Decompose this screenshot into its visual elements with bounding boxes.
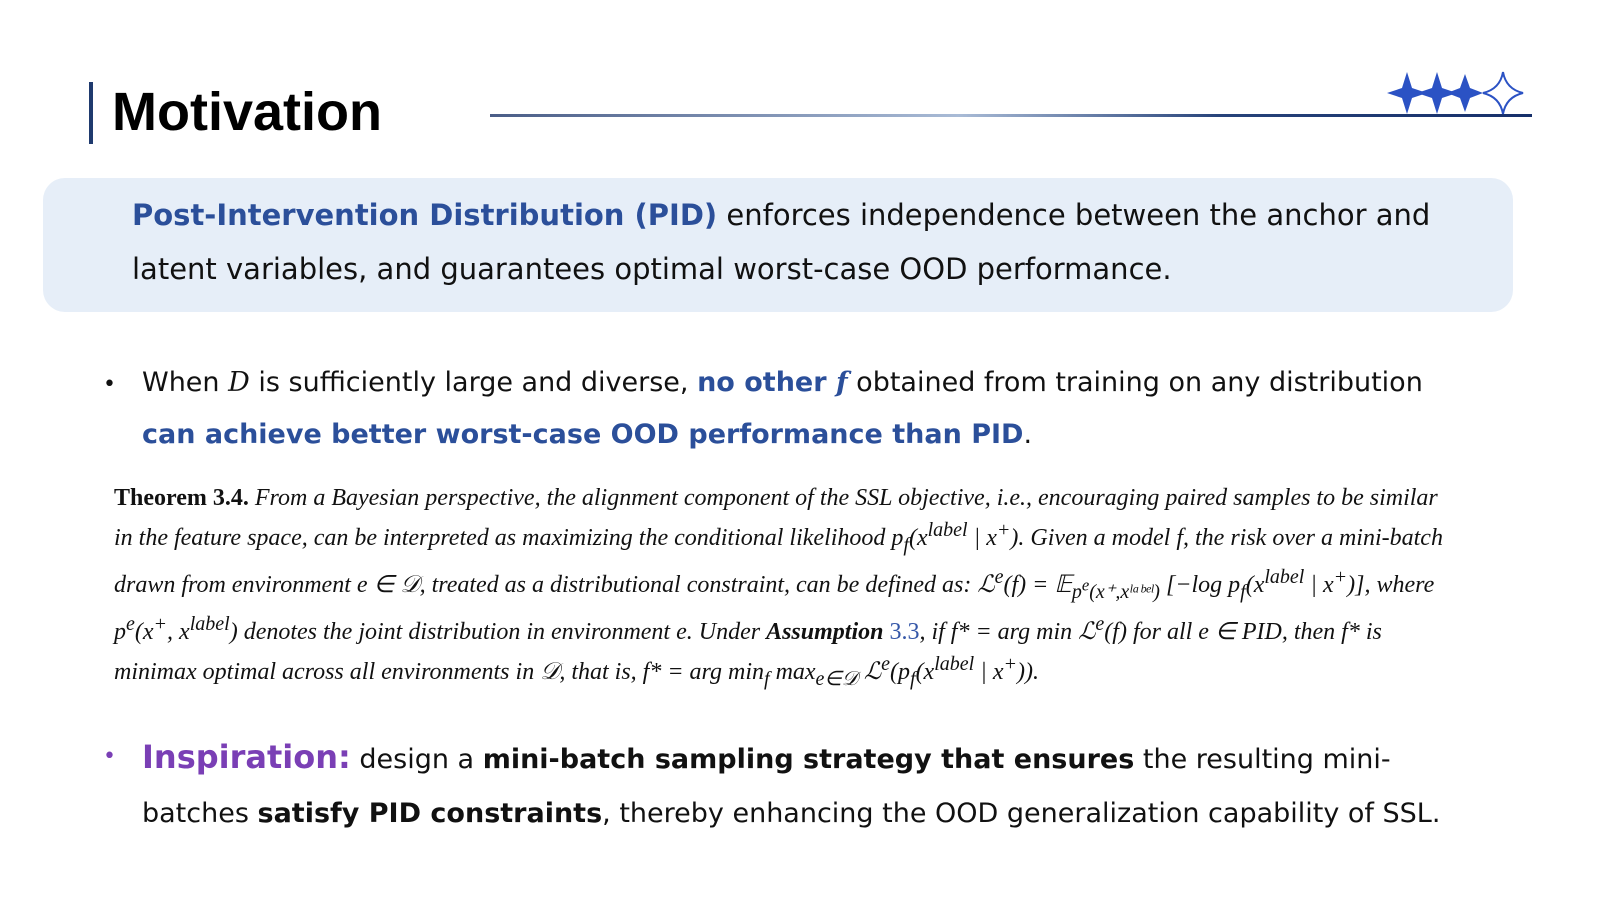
theorem-run: (x⁺,xˡᵃᵇᵉˡ) [1089, 580, 1160, 603]
text-run: . [1023, 419, 1033, 450]
bullet-1-text: When D is sufficiently large and diverse… [142, 357, 1472, 461]
inspiration-label: Inspiration: [142, 738, 351, 776]
theorem-sup: + [996, 519, 1011, 541]
title-divider-line [490, 114, 1532, 117]
theorem-sub: f [903, 533, 909, 556]
theorem-run: | x [974, 658, 1004, 685]
text-run: is sufficiently large and diverse, [249, 367, 698, 398]
theorem-sup: e [881, 652, 890, 675]
theorem-sup: e [994, 565, 1004, 588]
bullet-marker: • [103, 744, 116, 769]
summary-box [43, 178, 1513, 312]
assumption-ref-link[interactable]: 3.3 [883, 618, 920, 645]
bullet-2-text: Inspiration: design a mini-batch samplin… [142, 730, 1472, 841]
theorem-run: )). [1016, 658, 1039, 685]
theorem-sup: label [934, 652, 975, 675]
text-run: , thereby enhancing the OOD generalizati… [602, 798, 1441, 829]
theorem-run: [−log p [1159, 571, 1241, 598]
theorem-sup: + [1333, 565, 1348, 588]
theorem-sup: + [1003, 652, 1017, 675]
slide-title: Motivation [112, 82, 382, 142]
theorem-heading: Theorem 3.4. [114, 485, 249, 511]
theorem-sup: e [1081, 574, 1090, 594]
theorem-block: Theorem 3.4. From a Bayesian perspective… [114, 482, 1444, 694]
text-run: the resulting mini-batches [142, 744, 1391, 829]
theorem-run: , if f* = arg min ℒ [919, 618, 1096, 645]
bold-run: satisfy PID constraints [257, 798, 603, 829]
theorem-run: (p [890, 658, 910, 685]
theorem-sup: label [1264, 565, 1305, 588]
summary-highlight: Post-Intervention Distribution (PID) [132, 198, 718, 232]
star-outline-icon [1482, 71, 1524, 115]
theorem-run: (x [134, 618, 154, 645]
theorem-run: ) denotes the joint distribution in envi… [229, 618, 767, 645]
theorem-run: max [769, 658, 816, 685]
theorem-run: (x [1245, 571, 1265, 598]
math-symbol: D [228, 367, 250, 398]
theorem-run: , x [167, 618, 190, 645]
theorem-sup: e [126, 612, 135, 635]
star-icon [1447, 74, 1483, 112]
assumption-label: Assumption [766, 618, 884, 645]
theorem-sup: label [189, 612, 230, 635]
star-icon [1417, 72, 1457, 114]
bullet-marker: • [103, 372, 116, 397]
theorem-sub: f [910, 667, 916, 690]
theorem-run: From a Bayesian perspective, the alignme… [114, 485, 1438, 551]
theorem-sup: e [1095, 612, 1105, 635]
summary-body: enforces independence between the anchor… [132, 198, 1431, 286]
title-accent-bar [89, 82, 93, 144]
theorem-run: ℒ [977, 571, 995, 598]
theorem-run: (f) for all e ∈ PID, then f* is minimax … [114, 618, 1382, 685]
theorem-run: | x [1304, 571, 1334, 598]
decorative-stars [1387, 71, 1524, 115]
highlight-run: no other [697, 367, 836, 398]
theorem-sub: pe(x⁺,xˡᵃᵇᵉˡ) [1071, 575, 1160, 603]
theorem-run: (x [908, 525, 928, 551]
theorem-run: | x [967, 525, 997, 551]
theorem-run: p [1071, 580, 1082, 603]
theorem-sub: f [1240, 580, 1246, 603]
theorem-run: (f) = 𝔼 [1003, 571, 1072, 598]
highlight-run: can achieve better worst-case OOD perfor… [142, 419, 1024, 450]
theorem-run: )], where p [114, 571, 1435, 645]
theorem-run: ). Given a model f, the risk over a mini… [114, 525, 1443, 598]
text-run: obtained from training on any distributi… [847, 367, 1423, 398]
theorem-sup: + [153, 612, 168, 635]
theorem-sup: label [927, 519, 968, 541]
text-run: When [142, 367, 229, 398]
theorem-run: (x [915, 658, 935, 685]
theorem-sub: e∈𝒟 [815, 667, 858, 690]
theorem-sub: f [764, 667, 770, 690]
summary-text: Post-Intervention Distribution (PID) enf… [132, 188, 1492, 296]
math-symbol: f [835, 367, 848, 398]
text-run: design a [350, 744, 483, 775]
bold-run: mini-batch sampling strategy that ensure… [482, 744, 1135, 775]
theorem-run: ℒ [857, 658, 882, 685]
star-icon [1387, 72, 1427, 114]
